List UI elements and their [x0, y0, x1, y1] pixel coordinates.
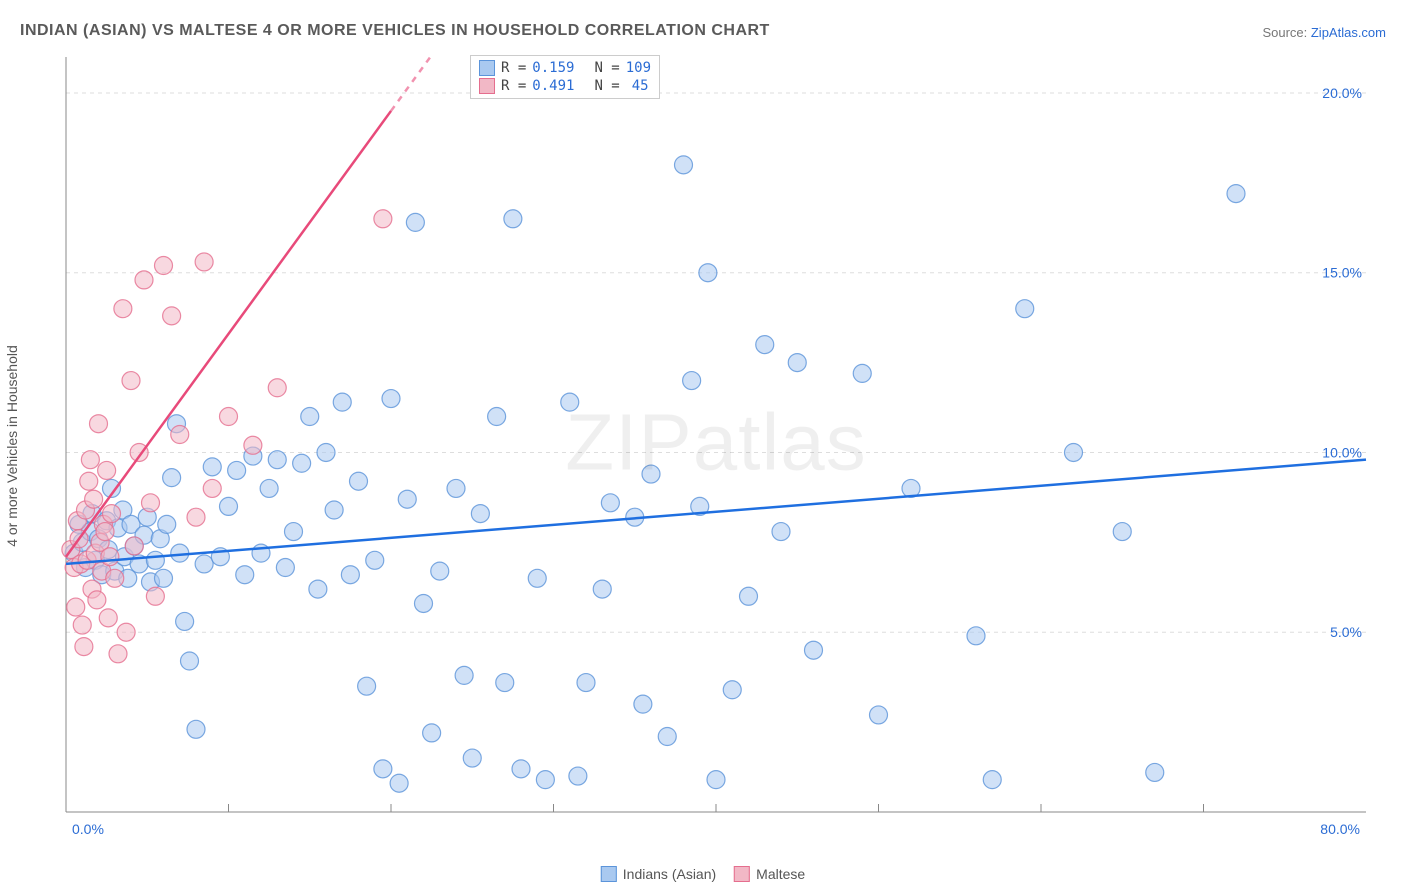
svg-text:80.0%: 80.0%	[1320, 821, 1360, 837]
legend-item-1: Indians (Asian)	[601, 866, 716, 882]
legend-label-2: Maltese	[756, 866, 805, 882]
legend-item-2: Maltese	[734, 866, 805, 882]
legend-swatch-2	[734, 866, 750, 882]
stats-n-val-2: 45	[626, 78, 649, 94]
stats-row-series-2: R = 0.491 N = 45	[479, 77, 651, 95]
stats-n-label-1: N =	[594, 60, 619, 76]
stats-row-series-1: R = 0.159 N = 109	[479, 59, 651, 77]
stats-n-label-2: N =	[594, 78, 619, 94]
y-axis-label: 4 or more Vehicles in Household	[4, 345, 20, 547]
svg-text:10.0%: 10.0%	[1322, 444, 1362, 460]
source-prefix: Source:	[1262, 25, 1310, 40]
stats-swatch-2	[479, 78, 495, 94]
chart-plot-area: 5.0%10.0%15.0%20.0%0.0%80.0% ZIPatlas	[46, 52, 1386, 842]
svg-text:15.0%: 15.0%	[1322, 265, 1362, 281]
source-link[interactable]: ZipAtlas.com	[1311, 25, 1386, 40]
legend-label-1: Indians (Asian)	[623, 866, 716, 882]
stats-r-val-1: 0.159	[532, 60, 574, 76]
svg-text:5.0%: 5.0%	[1330, 624, 1362, 640]
scatter-plot-svg: 5.0% 10.0% 15.0% 20.0% 0.0% 80.0%	[46, 52, 1386, 842]
chart-title: INDIAN (ASIAN) VS MALTESE 4 OR MORE VEHI…	[20, 22, 770, 40]
stats-legend-box: R = 0.159 N = 109 R = 0.491 N = 45	[470, 55, 660, 99]
source-attribution: Source: ZipAtlas.com	[1262, 25, 1386, 40]
svg-text:0.0%: 0.0%	[72, 821, 104, 837]
stats-swatch-1	[479, 60, 495, 76]
svg-text:20.0%: 20.0%	[1322, 85, 1362, 101]
bottom-legend: Indians (Asian) Maltese	[601, 866, 805, 882]
stats-n-val-1: 109	[626, 60, 651, 76]
stats-r-label-2: R =	[501, 78, 526, 94]
stats-r-val-2: 0.491	[532, 78, 574, 94]
legend-swatch-1	[601, 866, 617, 882]
stats-r-label-1: R =	[501, 60, 526, 76]
